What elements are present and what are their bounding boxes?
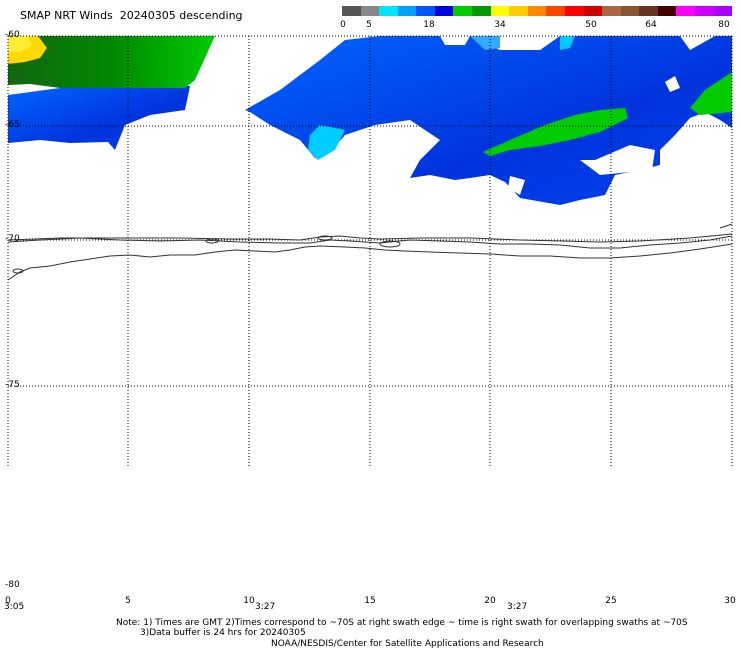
colorbar-tick-18: 18 bbox=[423, 20, 435, 30]
colorbar-segment bbox=[360, 6, 380, 16]
colorbar-segment bbox=[397, 6, 417, 16]
lon-label-15: 15 bbox=[364, 596, 376, 606]
colorbar-tick-5: 5 bbox=[366, 20, 372, 30]
colorbar-tick-64: 64 bbox=[645, 20, 657, 30]
no-data-hole bbox=[580, 145, 655, 175]
colorbar-segment bbox=[713, 6, 733, 16]
colorbar-segment bbox=[564, 6, 584, 16]
lat-label-80: -80 bbox=[5, 580, 20, 590]
wind-swath-right-blue bbox=[245, 36, 732, 205]
lon-label-10: 10 bbox=[243, 596, 255, 606]
colorbar-tick-50: 50 bbox=[585, 20, 597, 30]
lon-label-25: 25 bbox=[605, 596, 617, 606]
time-label-2: 3:27 bbox=[255, 602, 276, 612]
wind-swath-left-green bbox=[8, 36, 215, 88]
colorbar-segment bbox=[509, 6, 528, 16]
lon-label-5: 5 bbox=[125, 596, 131, 606]
colorbar-segment bbox=[342, 6, 361, 16]
note-line-1: Note: 1) Times are GMT 2)Times correspon… bbox=[116, 618, 688, 628]
colorbar-segment bbox=[490, 6, 510, 16]
colorbar-segment bbox=[472, 6, 491, 16]
colorbar-tick-34: 34 bbox=[494, 20, 506, 30]
wind-cyan-edge bbox=[308, 125, 345, 160]
colorbar-tick-80: 80 bbox=[718, 20, 730, 30]
lon-label-0: 0 bbox=[5, 596, 11, 606]
lat-label-75: -75 bbox=[5, 380, 20, 390]
colorbar-segment bbox=[676, 6, 695, 16]
colorbar-segment bbox=[694, 6, 714, 16]
colorbar-segment bbox=[527, 6, 547, 16]
wind-swath-left-blue bbox=[8, 86, 190, 150]
colorbar-segment bbox=[453, 6, 473, 16]
wind-speed-colorbar bbox=[342, 6, 733, 16]
lon-label-30: 30 bbox=[724, 596, 736, 606]
colorbar-segment bbox=[379, 6, 398, 16]
colorbar-segment bbox=[657, 6, 677, 16]
colorbar-segment bbox=[583, 6, 603, 16]
colorbar-segment bbox=[434, 6, 454, 16]
colorbar-segment bbox=[639, 6, 658, 16]
colorbar-segment bbox=[620, 6, 640, 16]
time-label-1: 3:05 bbox=[4, 602, 25, 612]
lat-label-70: -70 bbox=[5, 234, 20, 244]
colorbar-segment bbox=[546, 6, 565, 16]
colorbar-tick-0: 0 bbox=[340, 20, 346, 30]
lon-label-20: 20 bbox=[484, 596, 496, 606]
colorbar-segment bbox=[416, 6, 435, 16]
antarctic-coastline bbox=[7, 223, 733, 281]
note-line-3: NOAA/NESDIS/Center for Satellite Applica… bbox=[271, 639, 544, 649]
wind-swath-right-green bbox=[483, 108, 628, 156]
map-title: SMAP NRT Winds 20240305 descending bbox=[20, 9, 243, 22]
lat-label-60: -60 bbox=[5, 30, 20, 40]
lat-label-65: -65 bbox=[5, 120, 20, 130]
note-line-2: 3)Data buffer is 24 hrs for 20240305 bbox=[140, 628, 306, 638]
colorbar-segment bbox=[602, 6, 621, 16]
time-label-3: 3:27 bbox=[507, 602, 528, 612]
